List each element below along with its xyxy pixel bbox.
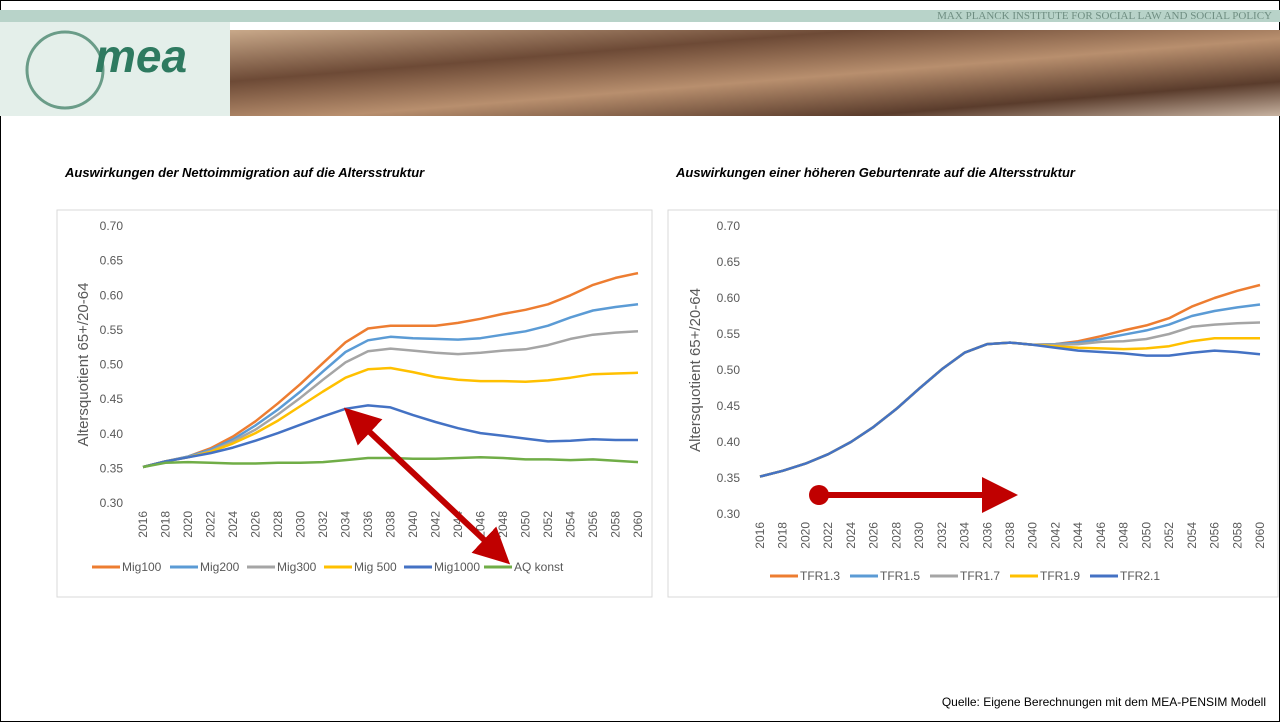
y-tick-label: 0.40 (717, 435, 741, 449)
chart-frame (56, 209, 653, 598)
x-tick-label: 2028 (271, 511, 285, 538)
legend-label: TFR1.7 (960, 569, 1000, 583)
chart-title: Auswirkungen einer höheren Geburtenrate … (675, 165, 1076, 180)
y-tick-label: 0.70 (100, 219, 124, 233)
x-tick-label: 2046 (1094, 522, 1108, 549)
data-line (142, 330, 639, 469)
y-tick-label: 0.30 (717, 507, 741, 521)
x-tick-label: 2034 (339, 511, 353, 538)
x-tick-label: 2022 (204, 511, 218, 538)
x-tick-label: 2056 (1208, 522, 1222, 549)
legend-label: Mig100 (122, 560, 162, 574)
data-line (142, 271, 639, 469)
x-tick-label: 2040 (406, 511, 420, 538)
y-tick-label: 0.35 (100, 461, 124, 475)
x-tick-label: 2050 (1139, 522, 1153, 549)
x-tick-label: 2052 (541, 511, 555, 538)
x-tick-label: 2054 (564, 511, 578, 538)
data-line (142, 303, 639, 469)
x-tick-label: 2032 (935, 522, 949, 549)
x-tick-label: 2042 (429, 511, 443, 538)
annotation-arrow (343, 407, 511, 565)
y-tick-label: 0.60 (100, 288, 124, 302)
y-tick-label: 0.55 (717, 327, 741, 341)
header-image (230, 30, 1280, 116)
x-tick-label: 2048 (1117, 522, 1131, 549)
x-tick-label: 2042 (1048, 522, 1062, 549)
x-tick-label: 2030 (912, 522, 926, 549)
x-tick-label: 2030 (294, 511, 308, 538)
y-tick-label: 0.30 (100, 496, 124, 510)
x-tick-label: 2056 (586, 511, 600, 538)
data-line (142, 404, 638, 469)
x-tick-label: 2026 (867, 522, 881, 549)
chart-frame (667, 209, 1279, 598)
logo-emblem (25, 30, 105, 110)
legend-label: Mig300 (277, 560, 317, 574)
x-tick-label: 2054 (1185, 522, 1199, 549)
y-tick-label: 0.50 (717, 363, 741, 377)
x-tick-label: 2026 (249, 511, 263, 538)
y-tick-label: 0.70 (717, 219, 741, 233)
legend-label: TFR2.1 (1120, 569, 1160, 583)
legend-label: TFR1.3 (800, 569, 840, 583)
logo-area (0, 22, 230, 116)
x-tick-label: 2032 (316, 511, 330, 538)
x-tick-label: 2016 (136, 511, 150, 538)
x-tick-label: 2016 (753, 522, 767, 549)
data-line (759, 341, 1261, 478)
x-tick-label: 2024 (844, 522, 858, 549)
legend-label: Mig1000 (434, 560, 480, 574)
source-note: Quelle: Eigene Berechnungen mit dem MEA-… (942, 695, 1266, 709)
x-tick-label: 2040 (1026, 522, 1040, 549)
chart-title: Auswirkungen der Nettoimmigration auf di… (64, 165, 425, 180)
x-tick-label: 2024 (226, 511, 240, 538)
data-line (142, 366, 639, 469)
y-axis-label: Altersquotient 65+/20-64 (75, 283, 92, 447)
x-tick-label: 2036 (980, 522, 994, 549)
x-tick-label: 2034 (958, 522, 972, 549)
x-tick-label: 2022 (821, 522, 835, 549)
y-tick-label: 0.45 (717, 399, 741, 413)
x-tick-label: 2052 (1162, 522, 1176, 549)
x-tick-label: 2050 (519, 511, 533, 538)
legend-label: AQ konst (514, 560, 564, 574)
institute-name: MAX PLANCK INSTITUTE FOR SOCIAL LAW AND … (937, 10, 1272, 22)
y-tick-label: 0.65 (717, 255, 741, 269)
x-tick-label: 2028 (889, 522, 903, 549)
y-axis-label: Altersquotient 65+/20-64 (687, 288, 704, 452)
x-tick-label: 2018 (776, 522, 790, 549)
x-tick-label: 2060 (631, 511, 645, 538)
y-tick-label: 0.65 (100, 254, 124, 268)
x-tick-label: 2020 (798, 522, 812, 549)
y-tick-label: 0.60 (717, 291, 741, 305)
y-tick-label: 0.55 (100, 323, 124, 337)
x-tick-label: 2060 (1253, 522, 1267, 549)
logo-text: mea (95, 30, 187, 82)
x-tick-label: 2018 (159, 511, 173, 538)
legend-label: Mig 500 (354, 560, 397, 574)
y-tick-label: 0.45 (100, 392, 124, 406)
x-tick-label: 2036 (361, 511, 375, 538)
y-tick-label: 0.40 (100, 427, 124, 441)
legend-label: TFR1.5 (880, 569, 920, 583)
x-tick-label: 2038 (1003, 522, 1017, 549)
y-tick-label: 0.35 (717, 471, 741, 485)
x-tick-label: 2048 (496, 511, 510, 538)
x-tick-label: 2044 (1071, 522, 1085, 549)
legend-label: Mig200 (200, 560, 240, 574)
x-tick-label: 2058 (609, 511, 623, 538)
x-tick-label: 2058 (1230, 522, 1244, 549)
x-tick-label: 2038 (384, 511, 398, 538)
legend-label: TFR1.9 (1040, 569, 1080, 583)
x-tick-label: 2020 (181, 511, 195, 538)
y-tick-label: 0.50 (100, 358, 124, 372)
header-band (0, 10, 1280, 22)
